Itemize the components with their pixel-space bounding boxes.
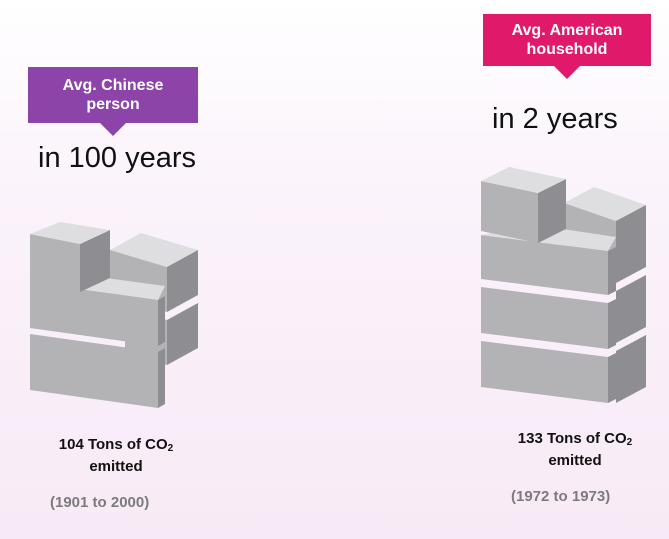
- chinese-co2-subscript: 2: [167, 443, 174, 454]
- callout-pointer: [99, 122, 127, 136]
- co2-block-icon: [30, 222, 198, 408]
- chinese-person-label-line1: Avg. Chinese: [62, 76, 164, 94]
- american-household-label-line2: household: [526, 41, 608, 58]
- american-household-label: Avg. American household: [483, 14, 651, 79]
- chinese-co2-amount: 104 Tons of CO2 emitted: [27, 434, 205, 478]
- american-co2-emitted-text: emitted: [548, 451, 602, 469]
- co2-block-icon: [481, 167, 646, 403]
- american-co2-block-stack: [481, 167, 646, 403]
- chinese-co2-amount-text: 104 Tons of CO: [58, 436, 168, 453]
- american-period-heading: in 2 years: [492, 103, 618, 135]
- american-co2-amount: 133 Tons of CO2 emitted: [486, 428, 664, 472]
- american-co2-amount-text: 133 Tons of CO: [517, 430, 627, 447]
- co2-block-icon: [30, 222, 110, 292]
- co2-block-icon: [481, 167, 566, 243]
- chinese-person-label-line2: person: [86, 96, 140, 113]
- co2-block-icon: [481, 287, 616, 349]
- co2-block-icon: [481, 341, 616, 403]
- co2-block-icon: [30, 334, 165, 408]
- callout-pointer: [553, 65, 581, 79]
- co2-block-icon: [616, 275, 646, 343]
- chinese-period-heading: in 100 years: [38, 142, 196, 174]
- co2-block-icon: [616, 335, 646, 403]
- american-co2-subscript: 2: [626, 437, 633, 448]
- chinese-year-range: (1901 to 2000): [50, 494, 150, 511]
- chinese-co2-emitted-text: emitted: [89, 457, 143, 475]
- chinese-person-label: Avg. Chinese person: [28, 67, 198, 136]
- american-household-label-line1: Avg. American: [511, 21, 623, 39]
- chinese-co2-block-stack: [30, 222, 198, 408]
- american-year-range: (1972 to 1973): [511, 488, 611, 505]
